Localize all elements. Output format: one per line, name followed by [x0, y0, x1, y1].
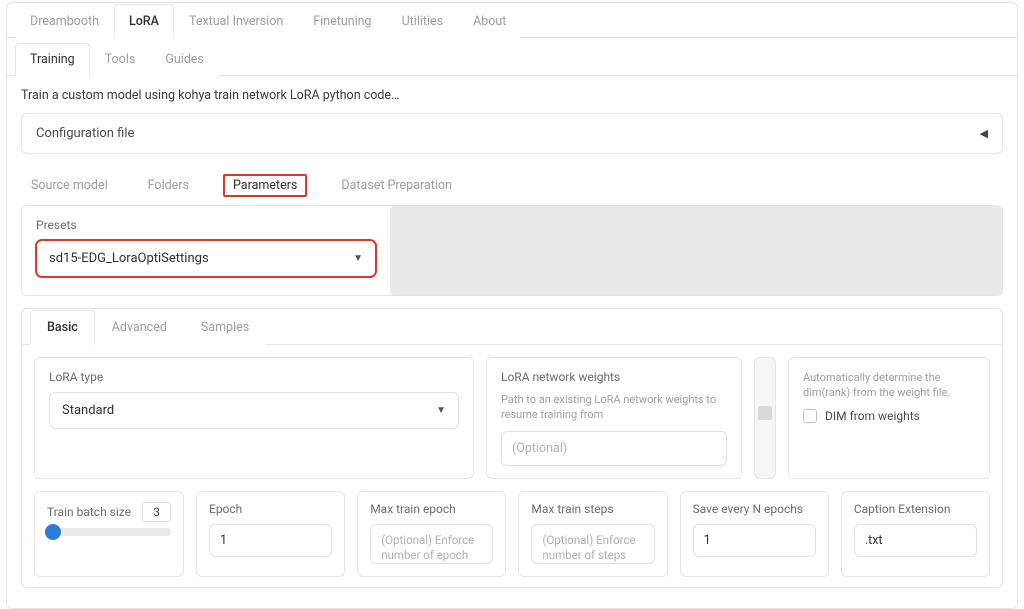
slider-handle-icon: [758, 406, 772, 420]
dim-from-weights-checkbox[interactable]: [803, 409, 817, 423]
save-every-n-epochs-label: Save every N epochs: [693, 502, 816, 516]
caption-extension-input[interactable]: .txt: [854, 524, 977, 557]
configuration-file-label: Configuration file: [36, 126, 134, 141]
lora-type-card: LoRA type Standard ▼: [34, 357, 474, 479]
tab-finetuning[interactable]: Finetuning: [298, 4, 386, 38]
lora-type-label: LoRA type: [49, 370, 459, 384]
sub-tabs: Training Tools Guides: [7, 42, 1017, 76]
chevron-down-icon: ▼: [353, 253, 363, 264]
paramtab-samples[interactable]: Samples: [184, 310, 266, 345]
presets-label: Presets: [36, 218, 376, 232]
presets-empty-area: [390, 206, 1002, 295]
max-train-steps-input[interactable]: (Optional) Enforce number of steps: [531, 524, 654, 564]
configuration-file-accordion[interactable]: Configuration file ◀: [21, 113, 1003, 154]
presets-panel: Presets sd15-EDG_LoraOptiSettings ▼: [21, 205, 1003, 296]
tab-dreambooth[interactable]: Dreambooth: [15, 4, 114, 38]
param-tabs: Basic Advanced Samples: [22, 309, 1002, 345]
section-source-model[interactable]: Source model: [25, 174, 114, 197]
dim-from-weights-label: DIM from weights: [825, 409, 920, 423]
page-description: Train a custom model using kohya train n…: [7, 76, 1017, 113]
vertical-slider[interactable]: [754, 357, 776, 479]
tab-textual-inversion[interactable]: Textual Inversion: [174, 4, 298, 38]
epoch-label: Epoch: [209, 502, 332, 516]
train-batch-size-slider[interactable]: [47, 528, 171, 536]
paramtab-basic[interactable]: Basic: [30, 310, 95, 345]
tab-lora[interactable]: LoRA: [114, 4, 174, 38]
network-weights-input[interactable]: (Optional): [501, 431, 727, 466]
save-every-n-epochs-cell: Save every N epochs 1: [680, 491, 829, 577]
max-train-steps-label: Max train steps: [531, 502, 654, 516]
slider-thumb-icon: [45, 524, 61, 540]
collapse-icon: ◀: [980, 127, 988, 140]
epoch-cell: Epoch 1: [196, 491, 345, 577]
presets-select[interactable]: sd15-EDG_LoraOptiSettings ▼: [36, 240, 376, 277]
subtab-training[interactable]: Training: [15, 43, 90, 76]
lora-type-value: Standard: [62, 403, 114, 418]
caption-extension-label: Caption Extension: [854, 502, 977, 516]
max-train-epoch-label: Max train epoch: [370, 502, 493, 516]
max-train-epoch-input[interactable]: (Optional) Enforce number of epoch: [370, 524, 493, 564]
parameters-card: Basic Advanced Samples LoRA type Standar…: [21, 308, 1003, 588]
tab-utilities[interactable]: Utilities: [387, 4, 459, 38]
subtab-tools[interactable]: Tools: [90, 43, 151, 76]
max-train-epoch-cell: Max train epoch (Optional) Enforce numbe…: [357, 491, 506, 577]
subtab-guides[interactable]: Guides: [150, 43, 219, 76]
section-folders[interactable]: Folders: [142, 174, 195, 197]
train-batch-size-value: 3: [142, 502, 171, 522]
network-weights-card: LoRA network weights Path to an existing…: [486, 357, 742, 479]
dim-from-weights-card: Automatically determine the dim(rank) fr…: [788, 357, 990, 479]
train-batch-size-cell: Train batch size 3: [34, 491, 184, 577]
presets-value: sd15-EDG_LoraOptiSettings: [49, 251, 209, 266]
train-batch-size-label: Train batch size: [47, 505, 131, 519]
epoch-input[interactable]: 1: [209, 524, 332, 557]
network-weights-sub: Path to an existing LoRA network weights…: [501, 392, 727, 423]
save-every-n-epochs-input[interactable]: 1: [693, 524, 816, 557]
caption-extension-cell: Caption Extension .txt: [841, 491, 990, 577]
paramtab-advanced[interactable]: Advanced: [95, 310, 184, 345]
section-dataset-preparation[interactable]: Dataset Preparation: [335, 174, 458, 197]
dim-from-weights-sub: Automatically determine the dim(rank) fr…: [803, 370, 975, 401]
main-tabs: Dreambooth LoRA Textual Inversion Finetu…: [7, 3, 1017, 38]
chevron-down-icon: ▼: [436, 405, 446, 416]
section-parameters[interactable]: Parameters: [223, 174, 307, 197]
network-weights-title: LoRA network weights: [501, 370, 727, 384]
tab-about[interactable]: About: [458, 4, 521, 38]
max-train-steps-cell: Max train steps (Optional) Enforce numbe…: [518, 491, 667, 577]
lora-type-select[interactable]: Standard ▼: [49, 392, 459, 429]
section-tabs: Source model Folders Parameters Dataset …: [21, 164, 1003, 205]
